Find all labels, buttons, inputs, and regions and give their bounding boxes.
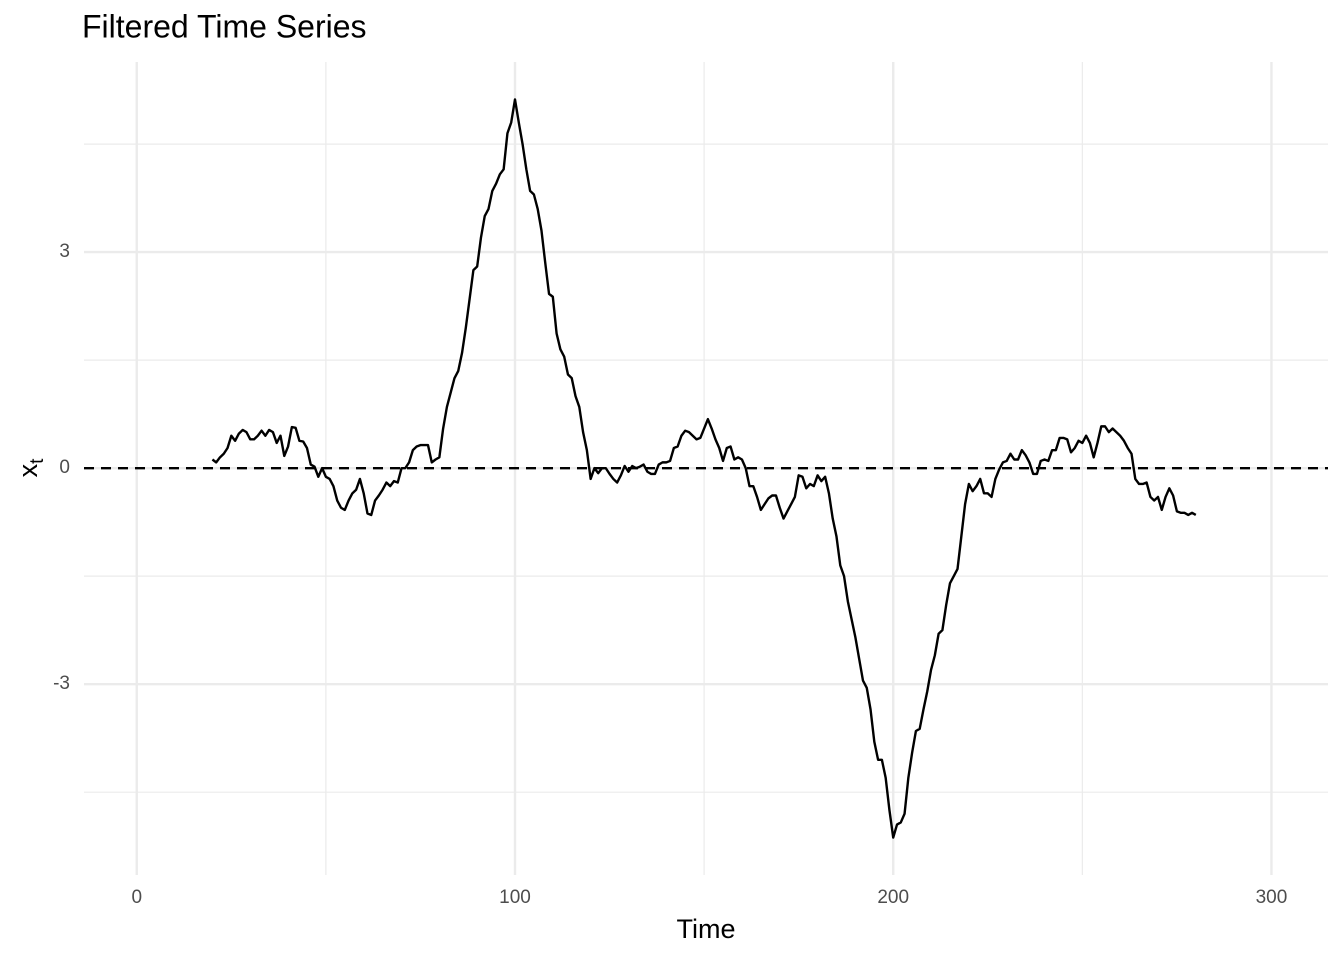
y-axis-label: xt — [13, 458, 48, 478]
y-label-main: x — [13, 463, 43, 477]
x-tick-label: 300 — [1256, 887, 1288, 908]
x-tick-label: 0 — [131, 887, 142, 908]
y-label-subscript: t — [27, 458, 48, 464]
series-line — [211, 98, 1197, 839]
x-axis-label: Time — [677, 914, 736, 944]
y-tick-label: 3 — [59, 241, 70, 262]
x-tick-label: 100 — [499, 887, 531, 908]
y-tick-label: 0 — [59, 457, 70, 478]
chart-title: Filtered Time Series — [82, 8, 367, 44]
x-tick-label: 200 — [877, 887, 909, 908]
y-tick-label: -3 — [53, 673, 70, 694]
